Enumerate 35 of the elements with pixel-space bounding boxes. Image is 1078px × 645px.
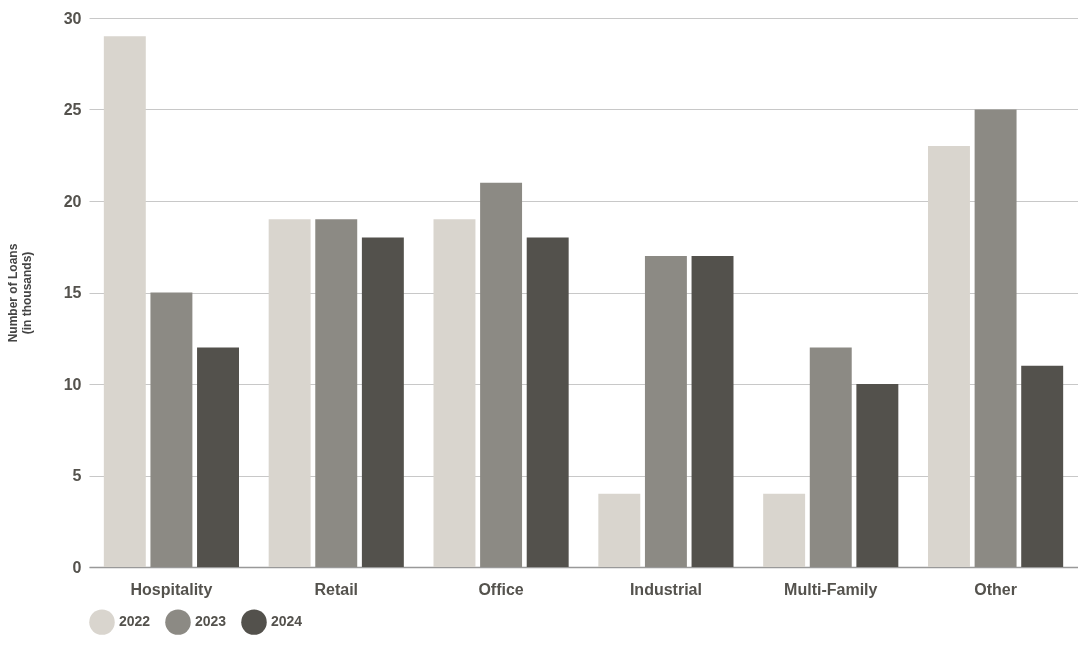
- x-tick-label: Office: [478, 580, 524, 598]
- legend-label: 2022: [119, 613, 151, 630]
- y-tick-label: 5: [72, 467, 82, 484]
- bar: [197, 347, 239, 567]
- x-tick-label: Retail: [314, 580, 359, 598]
- legend-label: 2023: [195, 613, 227, 630]
- bar: [433, 219, 476, 567]
- legend-label: 2024: [271, 613, 303, 630]
- bar: [809, 347, 852, 567]
- y-axis-title: Number of Loans (in thousands): [5, 243, 34, 343]
- y-tick-label: 30: [63, 9, 82, 27]
- bar: [644, 255, 687, 567]
- x-tick-label: Other: [974, 580, 1017, 598]
- x-tick-label: Hospitality: [130, 580, 213, 598]
- bar: [974, 109, 1017, 567]
- y-tick-label: 20: [63, 192, 82, 210]
- bar: [763, 493, 806, 567]
- x-tick-label: Multi-Family: [784, 580, 878, 598]
- bar: [526, 237, 569, 567]
- bar: [315, 219, 358, 567]
- bar: [268, 219, 311, 567]
- bar: [598, 493, 641, 567]
- bar: [691, 255, 734, 567]
- bar: [150, 292, 193, 567]
- bar: [856, 384, 899, 567]
- bar: [361, 237, 404, 567]
- y-tick-label: 25: [63, 101, 82, 118]
- y-tick-label: 10: [63, 375, 82, 393]
- bar: [1021, 365, 1064, 567]
- bar: [480, 182, 523, 567]
- bar: [103, 36, 146, 567]
- bar: [928, 146, 970, 567]
- x-tick-label: Industrial: [629, 580, 702, 598]
- y-tick-label: 0: [72, 558, 82, 576]
- y-tick-label: 15: [63, 284, 82, 301]
